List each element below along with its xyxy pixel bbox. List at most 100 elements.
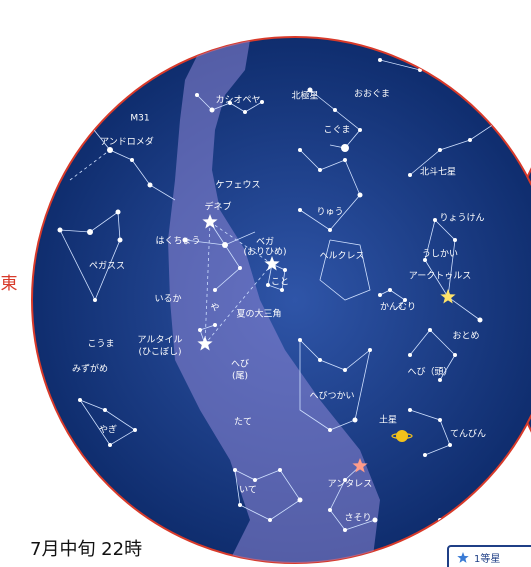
- star: [147, 182, 153, 188]
- star: [368, 348, 372, 352]
- constellation-label: ペガスス: [89, 261, 125, 272]
- constellation-label: てんびん: [450, 429, 486, 440]
- saturn-ring: [391, 432, 413, 440]
- legend-label: 1等星: [474, 552, 500, 565]
- first-magnitude-star: [197, 336, 213, 351]
- legend: 1等星: [447, 545, 531, 567]
- caption: 7月中旬 22時: [30, 539, 142, 560]
- constellation-label: 北極星: [291, 90, 318, 102]
- star: [117, 237, 123, 243]
- constellation-label: ケフェウス: [215, 180, 260, 191]
- star: [423, 258, 427, 262]
- star: [93, 298, 97, 302]
- star: [233, 468, 237, 472]
- star: [130, 158, 134, 162]
- star: [107, 147, 113, 153]
- constellation-label: カシオペヤ: [215, 95, 260, 106]
- constellation-label: アンドロメダ: [100, 136, 154, 148]
- star: [428, 328, 432, 332]
- legend-box: [447, 545, 531, 567]
- star: [453, 238, 457, 242]
- star: [408, 353, 412, 357]
- star: [88, 123, 92, 127]
- star: [328, 508, 332, 512]
- star: [297, 497, 303, 503]
- star: [133, 428, 137, 432]
- star: [108, 443, 112, 447]
- star: [298, 208, 302, 212]
- star: [87, 229, 93, 235]
- constellation-label: ベガ: [256, 237, 274, 248]
- star: [307, 87, 313, 93]
- constellation-label: おとめ: [452, 331, 479, 342]
- constellation-label: さそり: [344, 513, 371, 524]
- star: [260, 100, 264, 104]
- star: [228, 101, 232, 105]
- star: [343, 368, 347, 372]
- star: [298, 148, 302, 152]
- constellation-label: へび（頭）: [407, 367, 452, 378]
- star: [78, 398, 82, 402]
- star: [403, 298, 407, 302]
- star: [453, 353, 457, 357]
- constellation-label: いるか: [154, 294, 181, 305]
- star: [328, 228, 332, 232]
- direction-label: 東: [1, 274, 18, 294]
- star: [103, 408, 107, 412]
- constellation-label: 土星: [379, 414, 397, 426]
- star: [468, 138, 472, 142]
- star: [423, 453, 427, 457]
- star: [378, 293, 382, 297]
- constellation-label: (尾): [232, 371, 248, 382]
- constellation-label: 北斗七星: [420, 167, 456, 178]
- constellation-label: おおぐま: [354, 89, 390, 100]
- constellation-label: こと: [271, 277, 289, 288]
- star: [198, 328, 202, 332]
- star: [213, 323, 217, 327]
- star: [238, 503, 242, 507]
- star: [458, 53, 462, 57]
- star: [243, 110, 247, 114]
- constellation-label: こぐま: [323, 125, 350, 136]
- constellation-label: アンタレス: [328, 479, 373, 490]
- star: [318, 168, 322, 172]
- star: [328, 428, 332, 432]
- star: [438, 148, 442, 152]
- constellation-label: りょうけん: [439, 213, 484, 224]
- constellation-label: (おりひめ): [243, 247, 286, 258]
- star: [268, 518, 272, 522]
- constellation-label: (ひこぼし): [138, 347, 181, 358]
- constellation-label: かんむり: [380, 302, 416, 313]
- constellation-label: うしかい: [422, 249, 458, 260]
- legend-star: [457, 552, 469, 563]
- constellation-label: アルタイル: [138, 335, 183, 346]
- star: [213, 288, 217, 292]
- star: [477, 317, 483, 323]
- star: [378, 58, 382, 62]
- star: [57, 227, 63, 233]
- star: [357, 192, 363, 198]
- star: [388, 288, 392, 292]
- star: [333, 108, 337, 112]
- star: [298, 338, 302, 342]
- constellation-label: いて: [239, 486, 257, 496]
- constellation-label: M31: [130, 114, 149, 124]
- star: [182, 237, 188, 243]
- constellation-label: へびつかい: [309, 391, 354, 402]
- star: [438, 418, 442, 422]
- star: [222, 242, 228, 248]
- star: [498, 118, 502, 122]
- star: [343, 528, 347, 532]
- milky-way: [168, 37, 380, 563]
- stars: [57, 53, 502, 532]
- constellation-label: アークトゥルス: [409, 271, 471, 282]
- constellation-label: ヘルクレス: [319, 251, 364, 262]
- constellation-label: 夏の大三角: [236, 308, 281, 320]
- star: [343, 478, 347, 482]
- star: [341, 144, 349, 152]
- star: [253, 478, 257, 482]
- constellation-label: デネブ: [204, 201, 231, 213]
